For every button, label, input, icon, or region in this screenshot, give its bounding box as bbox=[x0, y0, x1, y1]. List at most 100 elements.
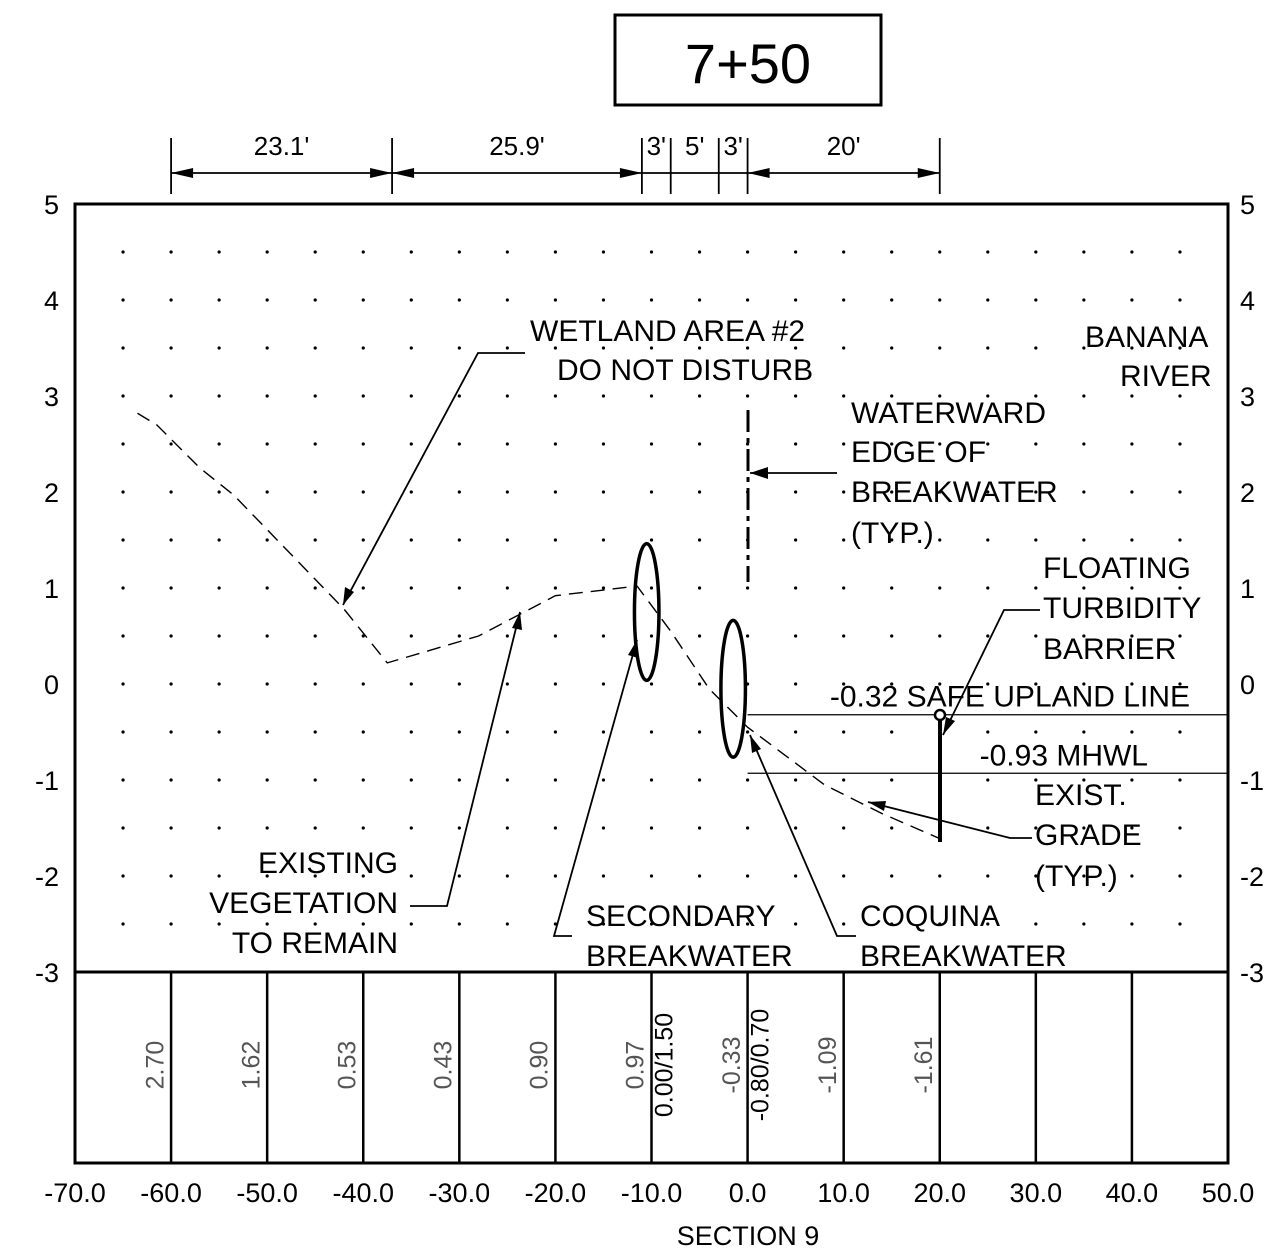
grid-dot bbox=[121, 490, 125, 494]
grid-dot bbox=[265, 874, 269, 878]
grid-dot bbox=[986, 442, 990, 446]
grid-dot bbox=[1034, 634, 1038, 638]
grid-dot bbox=[601, 730, 606, 734]
grid-dot bbox=[1130, 250, 1134, 254]
grid-dot bbox=[169, 394, 173, 398]
grid-dot bbox=[842, 778, 846, 782]
existing-grade-line bbox=[137, 412, 941, 840]
grid-dot bbox=[842, 730, 846, 734]
grid-dot bbox=[890, 826, 894, 830]
grid-dot bbox=[409, 778, 413, 782]
grid-dot bbox=[986, 730, 990, 734]
x-tick-label: -20.0 bbox=[525, 1178, 587, 1208]
grid-dot bbox=[553, 394, 558, 398]
grid-dot bbox=[553, 298, 558, 302]
grid-dot bbox=[169, 682, 173, 686]
y-axis-labels: 5 5 4 4 3 3 2 2 1 1 0 0 -1 -1 -2 -2 -3 -3 bbox=[35, 190, 1264, 988]
grid-dot bbox=[457, 634, 461, 638]
grid-dot bbox=[890, 538, 894, 542]
grid-dot bbox=[457, 922, 461, 926]
elevation-value: 0.43 bbox=[430, 1041, 458, 1090]
x-tick-label: 0.0 bbox=[729, 1178, 767, 1208]
grid-dot bbox=[1178, 394, 1182, 398]
grid-dot bbox=[505, 298, 509, 302]
y-tick-label-left: -1 bbox=[35, 766, 59, 796]
elevation-value: -0.80/0.70 bbox=[747, 1009, 775, 1122]
grid-dot bbox=[313, 250, 317, 254]
grid-dot bbox=[1082, 394, 1086, 398]
grid-dot bbox=[938, 490, 942, 494]
grid-dot bbox=[217, 922, 221, 926]
grid-dot bbox=[1130, 682, 1134, 686]
svg-text:BANANA: BANANA bbox=[1085, 321, 1208, 354]
grid-dot bbox=[409, 538, 413, 542]
grid-dot bbox=[313, 298, 317, 302]
mhwl-label: -0.93 MHWL bbox=[980, 739, 1148, 772]
grid-dot bbox=[938, 586, 942, 590]
grid-dot bbox=[601, 346, 606, 350]
grid-dot bbox=[265, 490, 269, 494]
grid-dot bbox=[649, 922, 654, 926]
grid-dot bbox=[794, 778, 798, 782]
grid-dot bbox=[1034, 682, 1038, 686]
secondary-breakwater-note: SECONDARY BREAKWATER bbox=[586, 900, 793, 973]
grid-dot bbox=[553, 634, 558, 638]
grid-dot bbox=[217, 874, 221, 878]
grid-dot bbox=[1130, 490, 1134, 494]
elevation-value: 0.90 bbox=[526, 1041, 554, 1090]
grid-dot bbox=[1034, 298, 1038, 302]
grid-dot bbox=[169, 538, 173, 542]
grid-dot bbox=[1082, 634, 1086, 638]
grid-dot bbox=[361, 778, 365, 782]
grid-dot bbox=[1178, 682, 1182, 686]
grid-dot bbox=[505, 490, 509, 494]
grid-dot bbox=[986, 634, 990, 638]
grid-dot bbox=[169, 490, 173, 494]
grid-dot bbox=[649, 778, 654, 782]
grid-dot bbox=[1130, 442, 1134, 446]
y-tick-label-right: 5 bbox=[1240, 190, 1255, 220]
grid-dot bbox=[505, 778, 509, 782]
grid-dot bbox=[842, 298, 846, 302]
grid-dot bbox=[169, 346, 173, 350]
grid-dot bbox=[601, 394, 606, 398]
grid-dot bbox=[601, 250, 606, 254]
grid-dot bbox=[890, 634, 894, 638]
grid-dot bbox=[313, 538, 317, 542]
y-tick-label-left: 0 bbox=[44, 670, 59, 700]
barrier-arrowhead bbox=[943, 717, 955, 735]
grid-dot bbox=[986, 826, 990, 830]
dimension-label: 3' bbox=[647, 131, 666, 161]
grid-dot bbox=[1178, 634, 1182, 638]
grid-dot bbox=[986, 346, 990, 350]
y-tick-label-left: -2 bbox=[35, 862, 59, 892]
svg-text:COQUINA: COQUINA bbox=[860, 900, 1000, 933]
grid-dot bbox=[745, 394, 750, 398]
grid-dot bbox=[457, 250, 461, 254]
grid-dot bbox=[313, 682, 317, 686]
grid-dot bbox=[505, 250, 509, 254]
grid-dot bbox=[986, 682, 990, 686]
grid-dot bbox=[409, 394, 413, 398]
grid-dot bbox=[1130, 922, 1134, 926]
grid-dot bbox=[1034, 346, 1038, 350]
grid-dot bbox=[986, 250, 990, 254]
svg-text:RIVER: RIVER bbox=[1120, 360, 1212, 393]
svg-text:GRADE: GRADE bbox=[1035, 819, 1142, 852]
station-box bbox=[613, 13, 883, 107]
wetland-leader bbox=[342, 352, 525, 606]
grid-dot bbox=[697, 586, 702, 590]
grid-dot bbox=[265, 826, 269, 830]
grid-dot bbox=[890, 778, 894, 782]
grid-dot bbox=[553, 730, 558, 734]
grid-dot bbox=[1178, 538, 1182, 542]
grid-dot bbox=[1130, 346, 1134, 350]
grid-dot bbox=[121, 730, 125, 734]
exist-grade-leader bbox=[867, 801, 1032, 839]
x-tick-label: 40.0 bbox=[1106, 1178, 1159, 1208]
grid-dot bbox=[457, 778, 461, 782]
grid-dot bbox=[1082, 346, 1086, 350]
grid-dot bbox=[986, 922, 990, 926]
secondary-leader bbox=[552, 639, 638, 937]
dimension-arrowhead bbox=[392, 168, 415, 178]
